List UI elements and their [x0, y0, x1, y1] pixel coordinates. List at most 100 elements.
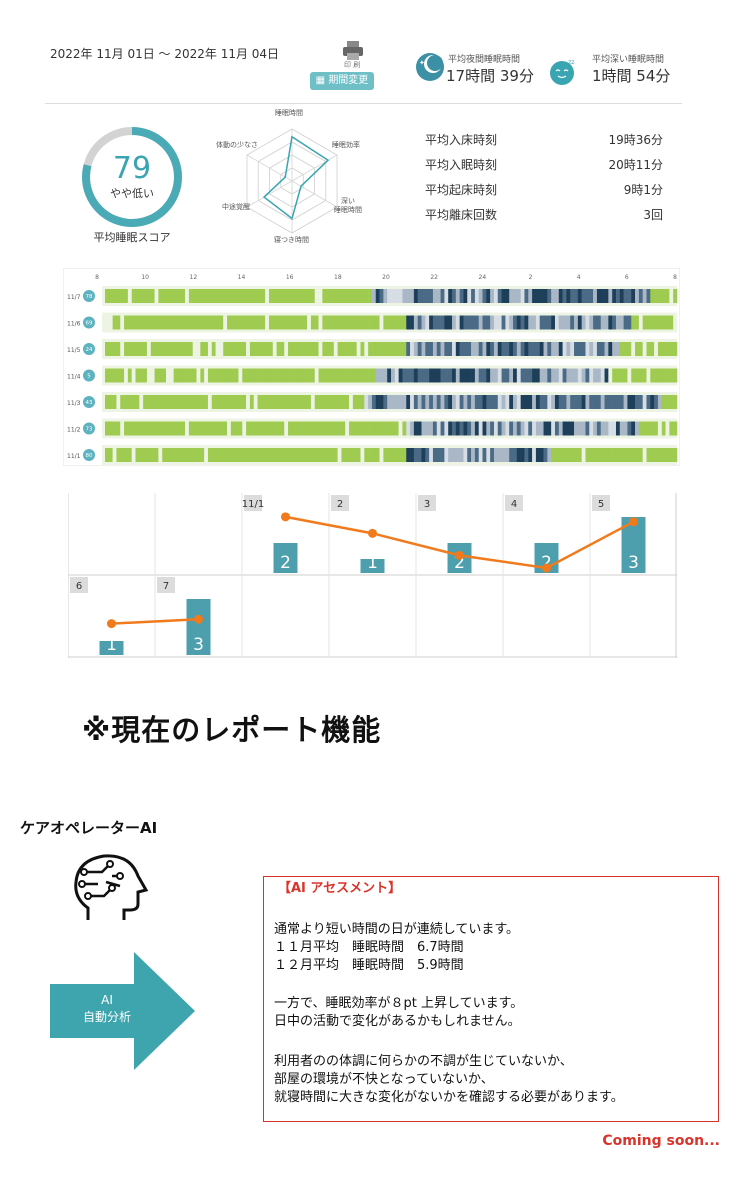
timeline-segment [638, 368, 643, 383]
timeline-segment [329, 342, 335, 356]
timeline-segment [280, 342, 285, 356]
timeline-segment [329, 315, 335, 330]
timeline-segment [627, 448, 632, 462]
timeline-segment [410, 315, 415, 330]
timeline-segment [360, 342, 365, 356]
timeline-segment [440, 448, 445, 462]
timeline-segment [646, 448, 651, 462]
timeline-segment [349, 395, 354, 409]
timeline-segment [253, 448, 258, 462]
timeline-segment [455, 289, 460, 303]
timeline-segment [490, 368, 495, 383]
timeline-segment [562, 315, 567, 330]
radar-label-sleep-time: 睡眠時間 [275, 109, 303, 117]
timeline-segment [387, 368, 392, 383]
timeline-segment [379, 315, 384, 330]
timeline-segment [135, 368, 140, 383]
timeline-segment [657, 395, 663, 409]
timeline-segment [284, 289, 289, 303]
printer-icon[interactable] [340, 38, 366, 64]
timeline-segment [139, 395, 144, 409]
timeline-segment [150, 315, 155, 330]
timeline-segment [665, 395, 670, 409]
score-bar-label: 2 [280, 553, 291, 573]
timeline-segment [654, 368, 659, 383]
timeline-segment [547, 421, 552, 436]
timeline-segment [417, 448, 422, 462]
timeline-segment [604, 421, 609, 436]
timeline-segment [497, 315, 502, 330]
timeline-segment [440, 342, 445, 356]
timeline-segment [333, 368, 338, 383]
timeline-segment [295, 421, 300, 436]
timeline-segment [554, 448, 560, 462]
timeline-segment [154, 421, 159, 436]
timeline-segment [131, 421, 136, 436]
timeline-segment [528, 421, 533, 436]
timeline-segment [413, 395, 418, 409]
timeline-segment [131, 448, 136, 462]
timeline-segment [356, 368, 361, 383]
timeline-segment [391, 289, 396, 303]
timeline-segment [261, 342, 266, 356]
timeline-segment [337, 289, 342, 303]
timeline-segment [181, 289, 186, 303]
timeline-segment [379, 289, 384, 303]
timeline-segment [105, 421, 110, 436]
timeline-segment [211, 448, 216, 462]
timeline-segment [669, 448, 674, 462]
timeline-segment [162, 289, 167, 303]
timeline-segment [200, 421, 205, 436]
timeline-segment [600, 289, 605, 303]
timeline-segment [284, 342, 289, 356]
timeline-segment [669, 421, 674, 436]
hour-tick-label: 18 [334, 274, 342, 281]
analysis-arrow-label: AI 自動分析 [82, 993, 131, 1024]
timeline-segment [391, 395, 396, 409]
timeline-segment [417, 315, 422, 330]
score-bar [186, 599, 211, 655]
timeline-segment [112, 395, 117, 409]
sleep-score-gauge [82, 127, 182, 227]
timeline-segment [585, 289, 590, 303]
timeline-segment [318, 368, 323, 383]
hour-tick-label: 12 [190, 274, 198, 281]
timeline-segment [246, 448, 251, 462]
timeline-segment [295, 289, 300, 303]
timeline-segment [303, 315, 308, 330]
timeline-segment [619, 342, 624, 356]
timeline-segment [459, 342, 464, 356]
timeline-segment [566, 421, 571, 436]
timeline-score-label: 5 [87, 374, 91, 380]
timeline-segment [162, 342, 167, 356]
timeline-segment [268, 368, 274, 383]
timeline-segment [558, 421, 563, 436]
svg-text:✦: ✦ [419, 59, 425, 67]
timeline-segment [432, 342, 438, 356]
timeline-segment [532, 368, 537, 383]
timeline-segment [654, 289, 659, 303]
period-change-button[interactable]: ▦ 期間変更 [310, 72, 374, 90]
timeline-segment [253, 342, 258, 356]
timeline-segment [356, 342, 361, 356]
timeline-segment [612, 448, 617, 462]
timeline-segment [352, 448, 357, 462]
timeline-segment [478, 342, 483, 356]
timeline-segment [288, 421, 293, 436]
timeline-segment [127, 421, 132, 436]
timeline-segment [230, 368, 235, 383]
timeline-segment [108, 315, 113, 330]
timeline-segment [398, 448, 403, 462]
radar-series [262, 135, 330, 220]
timeline-segment [242, 421, 247, 436]
timeline-segment [444, 395, 449, 409]
timeline-segment [615, 315, 621, 330]
timeline-segment [589, 395, 594, 409]
timeline-segment [120, 448, 125, 462]
timeline-segment [227, 315, 232, 330]
timeline-segment [516, 395, 521, 409]
timeline-segment [612, 368, 617, 383]
metric-bed-exit-count: 平均離床回数 3回 [425, 208, 663, 222]
timeline-segment [253, 315, 258, 330]
timeline-segment [261, 395, 266, 409]
